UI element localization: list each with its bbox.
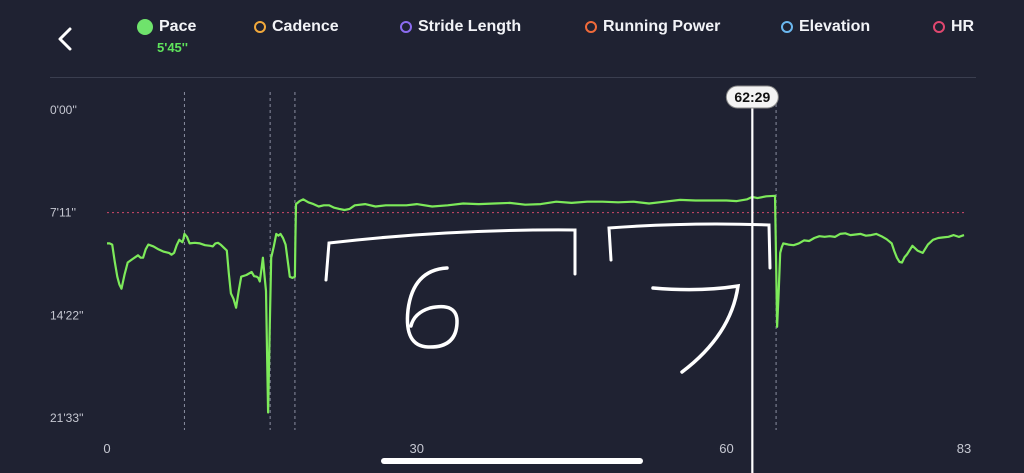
- cursor[interactable]: 62:29: [725, 85, 779, 473]
- y-tick-label: 7'11'': [50, 206, 76, 220]
- legend-label: Cadence: [272, 18, 339, 35]
- elevation-dot-icon: [781, 21, 793, 33]
- x-tick-label: 30: [410, 441, 424, 456]
- bracket-annotation: [607, 222, 772, 270]
- legend-item-hr[interactable]: HR: [933, 18, 974, 36]
- x-tick-label: 83: [957, 441, 971, 456]
- legend-item-running-power[interactable]: Running Power: [585, 18, 720, 36]
- bracket-annotation: [324, 228, 577, 282]
- home-indicator: [381, 458, 643, 464]
- divider: [50, 77, 976, 78]
- handwritten-digit-six: [405, 266, 459, 349]
- legend-item-stride-length[interactable]: Stride Length: [400, 18, 521, 36]
- cursor-time-label: 62:29: [734, 89, 770, 105]
- cadence-dot-icon: [254, 21, 266, 33]
- pace-series-line: [107, 194, 965, 414]
- x-tick-label: 0: [103, 441, 110, 456]
- pace-dot-icon: [137, 19, 153, 35]
- chevron-left-icon: [58, 27, 72, 51]
- legend: Pace 5'45'' Cadence Stride Length Runnin…: [0, 18, 1024, 58]
- running-power-dot-icon: [585, 21, 597, 33]
- y-tick-label: 0'00'': [50, 103, 77, 117]
- legend-label: HR: [951, 18, 975, 35]
- y-tick-label: 21'33'': [50, 411, 84, 425]
- handwritten-annotations: [324, 222, 772, 374]
- legend-item-cadence[interactable]: Cadence: [254, 18, 339, 36]
- legend-label: Stride Length: [418, 18, 522, 35]
- pace-chart[interactable]: 0'00'' 7'11'' 14'22'' 21'33'' 0 30 60 83 62:29: [0, 80, 1024, 473]
- pace-average-value: 5'45'': [157, 40, 188, 55]
- legend-item-pace[interactable]: Pace: [137, 18, 196, 36]
- x-tick-label: 60: [719, 441, 733, 456]
- y-tick-label: 14'22'': [50, 308, 84, 322]
- hr-dot-icon: [933, 21, 945, 33]
- handwritten-digit-seven: [651, 283, 741, 374]
- legend-label: Running Power: [603, 18, 721, 35]
- back-button[interactable]: [50, 22, 82, 56]
- stride-length-dot-icon: [400, 21, 412, 33]
- cursor-label-bubble: [725, 85, 779, 109]
- legend-label: Elevation: [799, 18, 871, 35]
- legend-item-elevation[interactable]: Elevation: [781, 18, 870, 36]
- legend-label: Pace: [159, 18, 197, 35]
